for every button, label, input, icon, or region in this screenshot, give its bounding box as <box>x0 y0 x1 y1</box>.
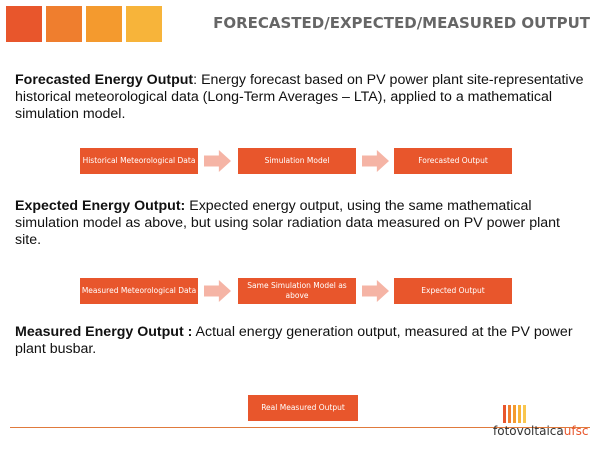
logo-bars-icon <box>503 405 531 423</box>
flow-box-same-simulation-model: Same Simulation Model as above <box>238 278 356 304</box>
logo-text-main: fotovoltaica <box>493 424 564 438</box>
definition-text: Actual energy generation output, measure… <box>15 324 573 357</box>
flow-arrow <box>362 280 389 302</box>
logo: fotovoltaicaufsc <box>493 424 588 438</box>
expected-definition: Expected Energy Output: Expected energy … <box>15 198 585 249</box>
logo-bar <box>513 405 516 423</box>
flow-box-real-measured-output: Real Measured Output <box>248 395 358 421</box>
measured-definition: Measured Energy Output : Actual energy g… <box>15 324 585 358</box>
logo-bar <box>508 405 511 423</box>
flow-box-historical-meteorological-data: Historical Meteorological Data <box>80 148 198 174</box>
flow-box-simulation-model: Simulation Model <box>238 148 356 174</box>
header-square-3 <box>86 6 122 42</box>
forecasted-definition: Forecasted Energy Output: Energy forecas… <box>15 72 585 123</box>
term-expected: Expected Energy Output: <box>15 198 186 214</box>
logo-bar <box>523 405 526 423</box>
footer-divider <box>10 427 590 428</box>
definition-text: Energy forecast based on PV power plant … <box>15 72 584 122</box>
flow-arrow <box>204 280 231 302</box>
term-separator: : <box>193 72 202 88</box>
term-measured: Measured Energy Output : <box>15 324 193 340</box>
flow-box-measured-meteorological-data: Measured Meteorological Data <box>80 278 198 304</box>
term-forecasted: Forecasted Energy Output <box>15 72 194 88</box>
flow-box-forecasted-output: Forecasted Output <box>394 148 512 174</box>
flow-box-expected-output: Expected Output <box>394 278 512 304</box>
header-square-1 <box>6 6 42 42</box>
header-square-2 <box>46 6 82 42</box>
logo-text-accent: ufsc <box>563 424 589 438</box>
flow-arrow <box>362 150 389 172</box>
definition-text: Expected energy output, using the same m… <box>15 198 560 248</box>
logo-bar <box>518 405 521 423</box>
logo-bar <box>503 405 506 423</box>
header-square-4 <box>126 6 162 42</box>
page-title: FORECASTED/EXPECTED/MEASURED OUTPUT <box>213 14 590 32</box>
flow-arrow <box>204 150 231 172</box>
